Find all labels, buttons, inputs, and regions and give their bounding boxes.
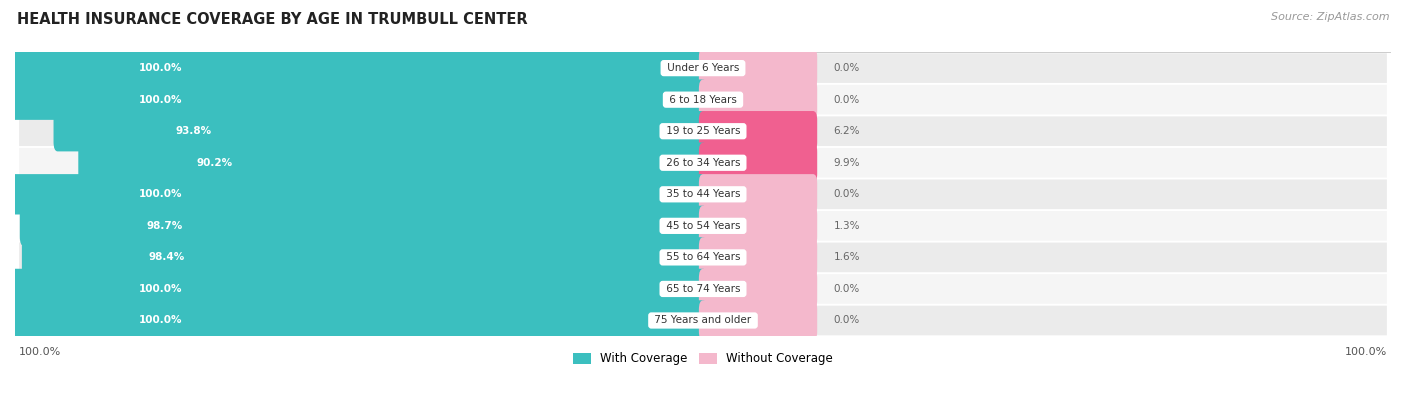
FancyBboxPatch shape [53,111,707,151]
Text: 93.8%: 93.8% [176,126,211,136]
FancyBboxPatch shape [699,111,817,151]
FancyBboxPatch shape [699,237,817,278]
Text: 45 to 54 Years: 45 to 54 Years [662,221,744,231]
Text: 0.0%: 0.0% [834,284,860,294]
FancyBboxPatch shape [699,80,817,120]
Text: 100.0%: 100.0% [139,315,183,325]
Text: 90.2%: 90.2% [197,158,232,168]
Text: 55 to 64 Years: 55 to 64 Years [662,252,744,262]
Text: 98.4%: 98.4% [148,252,184,262]
Text: 9.9%: 9.9% [834,158,860,168]
Text: 35 to 44 Years: 35 to 44 Years [662,189,744,199]
FancyBboxPatch shape [699,143,817,183]
FancyBboxPatch shape [22,237,707,278]
Text: 100.0%: 100.0% [139,63,183,73]
Legend: With Coverage, Without Coverage: With Coverage, Without Coverage [568,348,838,370]
Text: 100.0%: 100.0% [139,189,183,199]
Text: 19 to 25 Years: 19 to 25 Years [662,126,744,136]
FancyBboxPatch shape [20,206,707,246]
Text: Under 6 Years: Under 6 Years [664,63,742,73]
Text: 6 to 18 Years: 6 to 18 Years [666,95,740,105]
FancyBboxPatch shape [11,269,707,309]
Text: 100.0%: 100.0% [139,95,183,105]
FancyBboxPatch shape [11,48,707,88]
Text: 1.3%: 1.3% [834,221,860,231]
Text: 0.0%: 0.0% [834,315,860,325]
FancyBboxPatch shape [20,53,1386,83]
FancyBboxPatch shape [79,143,707,183]
Text: 65 to 74 Years: 65 to 74 Years [662,284,744,294]
FancyBboxPatch shape [20,243,1386,272]
FancyBboxPatch shape [699,300,817,341]
Text: HEALTH INSURANCE COVERAGE BY AGE IN TRUMBULL CENTER: HEALTH INSURANCE COVERAGE BY AGE IN TRUM… [17,12,527,27]
Text: 6.2%: 6.2% [834,126,860,136]
Text: 0.0%: 0.0% [834,95,860,105]
FancyBboxPatch shape [11,300,707,341]
Text: 98.7%: 98.7% [146,221,183,231]
FancyBboxPatch shape [20,116,1386,146]
FancyBboxPatch shape [20,211,1386,241]
FancyBboxPatch shape [20,306,1386,335]
FancyBboxPatch shape [699,206,817,246]
Text: 100.0%: 100.0% [20,347,62,357]
Text: 75 Years and older: 75 Years and older [651,315,755,325]
Text: Source: ZipAtlas.com: Source: ZipAtlas.com [1271,12,1389,22]
FancyBboxPatch shape [20,179,1386,209]
FancyBboxPatch shape [699,269,817,309]
Text: 26 to 34 Years: 26 to 34 Years [662,158,744,168]
FancyBboxPatch shape [11,174,707,215]
FancyBboxPatch shape [699,48,817,88]
Text: 100.0%: 100.0% [1344,347,1386,357]
FancyBboxPatch shape [20,274,1386,304]
FancyBboxPatch shape [20,148,1386,178]
FancyBboxPatch shape [20,85,1386,115]
Text: 100.0%: 100.0% [139,284,183,294]
FancyBboxPatch shape [699,174,817,215]
Text: 0.0%: 0.0% [834,189,860,199]
Text: 0.0%: 0.0% [834,63,860,73]
FancyBboxPatch shape [11,80,707,120]
Text: 1.6%: 1.6% [834,252,860,262]
